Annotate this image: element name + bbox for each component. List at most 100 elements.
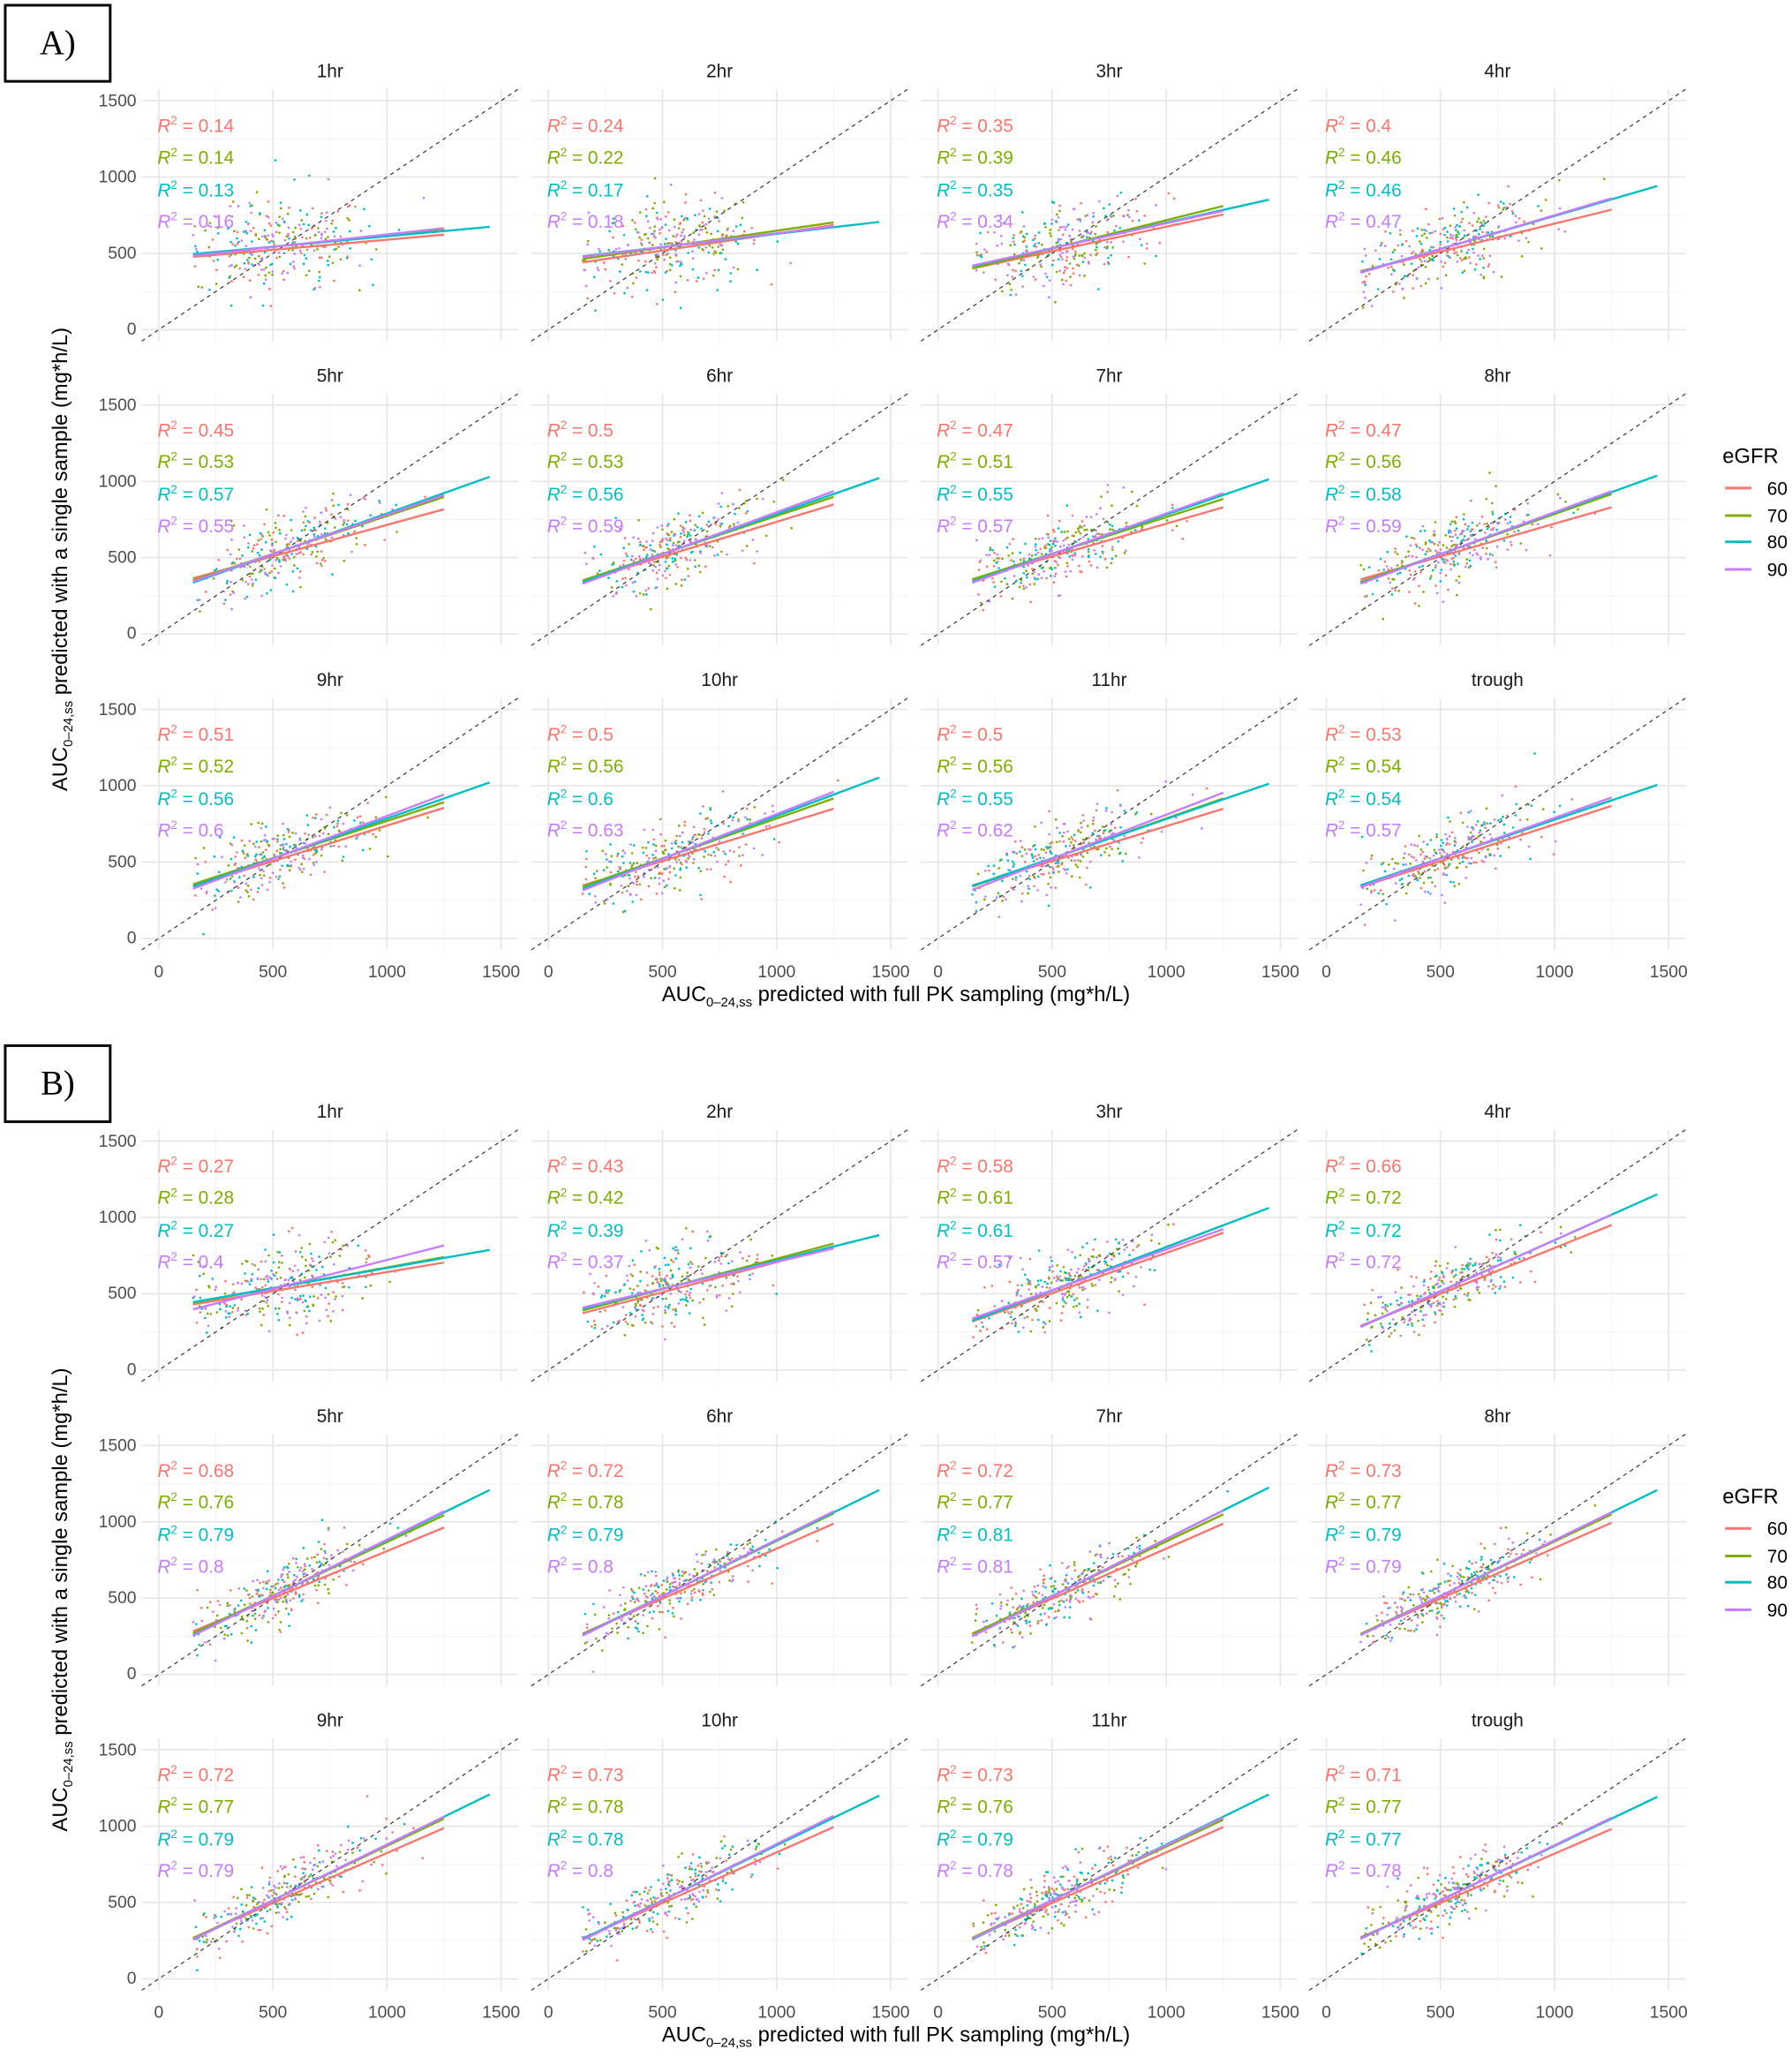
scatter-point-egfr-70 — [1105, 566, 1109, 569]
scatter-point-egfr-80 — [1454, 554, 1457, 558]
scatter-point-egfr-60 — [1517, 216, 1521, 220]
scatter-point-egfr-90 — [1364, 297, 1367, 299]
scatter-point-egfr-70 — [255, 191, 259, 193]
scatter-point-egfr-70 — [1422, 591, 1425, 593]
scatter-point-egfr-90 — [606, 1324, 609, 1328]
scatter-point-egfr-80 — [361, 524, 364, 528]
scatter-point-egfr-90 — [652, 232, 656, 235]
scatter-point-egfr-80 — [298, 1250, 302, 1254]
scatter-point-egfr-90 — [689, 1291, 692, 1294]
scatter-point-egfr-90 — [282, 822, 284, 825]
scatter-point-egfr-80 — [645, 554, 649, 556]
scatter-point-egfr-70 — [781, 478, 785, 481]
scatter-point-egfr-80 — [229, 1312, 231, 1315]
scatter-point-egfr-90 — [651, 539, 654, 542]
scatter-point-egfr-90 — [1510, 540, 1512, 544]
scatter-point-egfr-90 — [1082, 1265, 1086, 1268]
scatter-point-egfr-70 — [291, 831, 294, 834]
scatter-point-egfr-60 — [1422, 1324, 1426, 1328]
scatter-point-egfr-60 — [362, 821, 365, 824]
scatter-point-egfr-80 — [719, 505, 723, 509]
scatter-point-egfr-90 — [596, 267, 599, 269]
scatter-point-egfr-80 — [1430, 245, 1433, 249]
scatter-point-egfr-80 — [1380, 863, 1383, 866]
scatter-point-egfr-70 — [1010, 1310, 1013, 1314]
scatter-point-egfr-80 — [272, 240, 275, 243]
scatter-point-egfr-90 — [245, 245, 248, 247]
scatter-point-egfr-80 — [225, 1305, 228, 1308]
r2-superscript: 2 — [170, 210, 177, 223]
scatter-point-egfr-60 — [684, 201, 687, 204]
scatter-point-egfr-90 — [686, 1276, 689, 1278]
scatter-point-egfr-70 — [1388, 1335, 1391, 1338]
scatter-point-egfr-70 — [724, 1255, 727, 1258]
scatter-point-egfr-90 — [346, 1244, 350, 1247]
scatter-point-egfr-70 — [229, 842, 232, 845]
scatter-point-egfr-80 — [1443, 233, 1446, 237]
scatter-point-egfr-70 — [216, 226, 219, 230]
scatter-point-egfr-60 — [293, 241, 297, 244]
scatter-point-egfr-70 — [710, 232, 713, 236]
scatter-point-egfr-60 — [1075, 263, 1079, 267]
scatter-point-egfr-70 — [668, 262, 672, 266]
scatter-point-egfr-80 — [1096, 1309, 1099, 1313]
scatter-point-egfr-70 — [1033, 875, 1035, 878]
r2-label-egfr-60: R2 = 0.51 — [157, 723, 234, 745]
scatter-point-egfr-60 — [269, 239, 273, 243]
scatter-point-egfr-80 — [605, 858, 608, 861]
scatter-point-egfr-70 — [712, 274, 715, 277]
scatter-point-egfr-60 — [237, 886, 240, 889]
scatter-point-egfr-90 — [1096, 532, 1098, 535]
scatter-point-egfr-60 — [1387, 266, 1389, 269]
scatter-point-egfr-70 — [275, 526, 277, 530]
scatter-point-egfr-80 — [651, 549, 654, 552]
r2-superscript: 2 — [1338, 418, 1345, 432]
scatter-point-egfr-90 — [654, 1265, 657, 1268]
scatter-point-egfr-80 — [1043, 1321, 1045, 1324]
scatter-point-egfr-60 — [1468, 222, 1471, 224]
scatter-point-egfr-60 — [705, 1289, 709, 1292]
r2-equals: = — [177, 211, 199, 232]
scatter-point-egfr-80 — [1034, 553, 1037, 556]
scatter-point-egfr-60 — [1103, 262, 1106, 266]
scatter-point-egfr-70 — [1018, 585, 1021, 589]
scatter-point-egfr-90 — [1432, 854, 1435, 857]
scatter-point-egfr-80 — [1052, 870, 1055, 874]
scatter-point-egfr-80 — [262, 282, 266, 285]
r2-label-egfr-70: R2 = 0.46 — [1325, 147, 1402, 169]
scatter-point-egfr-60 — [613, 291, 616, 295]
scatter-point-egfr-90 — [1088, 1260, 1090, 1263]
scatter-point-egfr-60 — [1095, 529, 1097, 532]
scatter-point-egfr-70 — [644, 1321, 647, 1324]
scatter-point-egfr-80 — [616, 870, 620, 873]
scatter-point-egfr-80 — [993, 585, 997, 589]
regression-line-egfr-60 — [192, 233, 445, 259]
scatter-point-egfr-90 — [1064, 228, 1067, 231]
scatter-point-egfr-80 — [693, 529, 696, 532]
scatter-point-egfr-90 — [334, 1298, 336, 1301]
scatter-point-egfr-70 — [1435, 835, 1438, 839]
scatter-point-egfr-70 — [245, 1260, 249, 1263]
scatter-point-egfr-90 — [267, 234, 270, 237]
scatter-point-egfr-80 — [1034, 543, 1037, 546]
scatter-point-egfr-90 — [630, 554, 634, 558]
scatter-point-egfr-60 — [1143, 1303, 1146, 1307]
scatter-point-egfr-70 — [1047, 882, 1050, 885]
r2-equals: = — [1344, 451, 1367, 473]
scatter-point-egfr-70 — [703, 215, 706, 218]
scatter-point-egfr-70 — [1066, 530, 1069, 533]
scatter-point-egfr-70 — [1544, 199, 1547, 201]
scatter-point-egfr-60 — [668, 573, 672, 576]
scatter-point-egfr-70 — [1455, 579, 1458, 582]
scatter-point-egfr-90 — [237, 1281, 240, 1285]
scatter-point-egfr-70 — [1076, 527, 1080, 531]
scatter-point-egfr-80 — [244, 1272, 246, 1275]
scatter-point-egfr-60 — [632, 560, 636, 562]
r2-label-egfr-90: R2 = 0.34 — [937, 210, 1013, 232]
scatter-point-egfr-70 — [1411, 1322, 1413, 1325]
scatter-point-egfr-80 — [277, 1318, 281, 1322]
scatter-point-egfr-80 — [1030, 854, 1034, 857]
r2-label-egfr-80: R2 = 0.27 — [157, 1218, 234, 1240]
scatter-point-egfr-70 — [1055, 1301, 1058, 1305]
scatter-point-egfr-70 — [346, 508, 350, 511]
